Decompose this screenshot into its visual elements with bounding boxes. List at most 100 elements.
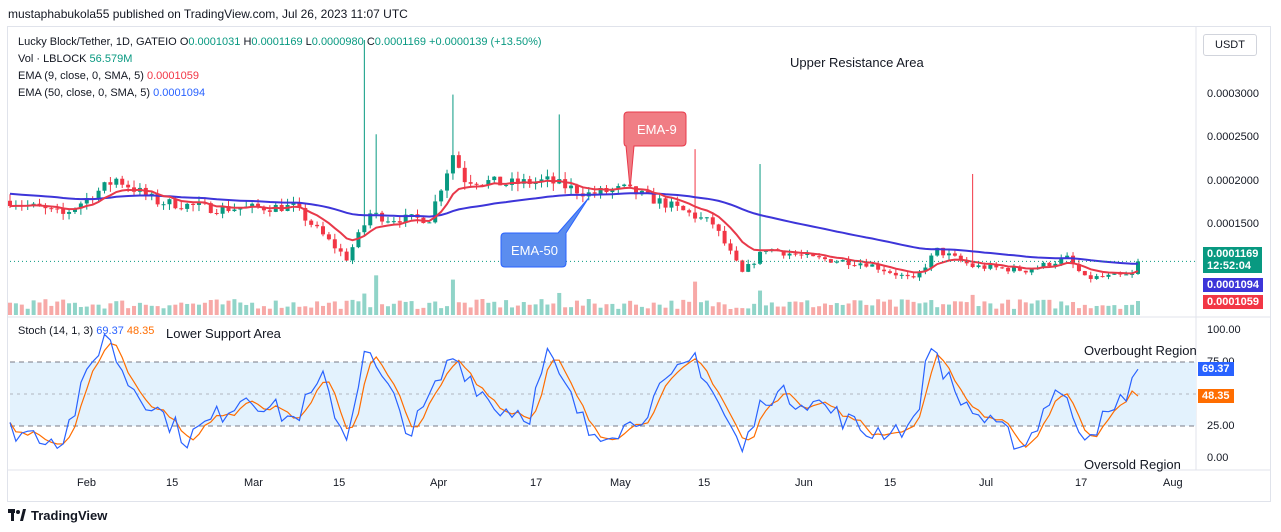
candle-body (338, 248, 343, 252)
volume-bar (137, 302, 142, 315)
time-tick: 15 (333, 477, 346, 489)
volume-bar (445, 306, 450, 315)
candle-body (864, 263, 869, 267)
volume-bar (49, 305, 54, 315)
candle-body (645, 190, 650, 193)
volume-bar (728, 308, 733, 315)
volume-bar (657, 304, 662, 315)
candle-body (964, 260, 969, 264)
legend-open: 0.0001031 (188, 36, 241, 48)
volume-bar (687, 301, 692, 315)
candle-body (368, 213, 373, 226)
candle-body (592, 192, 597, 194)
legend-stoch-k: 69.37 (96, 325, 124, 337)
last-price-badge: 0.0001169 12:52:04 (1203, 247, 1263, 273)
candle-body (232, 209, 237, 212)
volume-bar (468, 307, 473, 315)
candle-body (8, 200, 12, 207)
volume-bar (315, 301, 320, 315)
candle-body (1088, 275, 1093, 279)
candle-body (840, 260, 845, 262)
candle-body (793, 253, 798, 255)
legend-close: 0.0001169 (374, 36, 426, 48)
volume-bar (303, 306, 308, 315)
volume-bar (1094, 305, 1099, 315)
volume-bar (13, 303, 18, 315)
footer-brand: TradingView (31, 508, 108, 523)
ema50-line (9, 192, 1139, 265)
currency-button[interactable]: USDT (1203, 34, 1257, 56)
candle-body (822, 257, 827, 260)
volume-bar (722, 304, 727, 315)
volume-bar (344, 300, 349, 315)
volume-bar (1006, 299, 1011, 315)
time-tick: Apr (430, 477, 448, 489)
time-tick: 17 (530, 477, 543, 489)
volume-bar (769, 302, 774, 315)
volume-bar (126, 308, 131, 315)
volume-bar (191, 303, 196, 315)
stoch-d-line (9, 342, 1139, 449)
candle-body (1082, 271, 1087, 276)
volume-bar (480, 299, 485, 315)
volume-bar (604, 304, 609, 315)
candle-body (220, 206, 225, 214)
volume-bar (1112, 305, 1117, 315)
volume-bar (279, 307, 284, 315)
legend-ema9: EMA (9, close, 0, SMA, 5) 0.0001059 (18, 70, 199, 82)
volume-bar (403, 301, 408, 315)
volume-bar (598, 307, 603, 315)
candle-body (740, 260, 745, 272)
volume-bar (90, 304, 95, 315)
volume-bar (994, 308, 999, 315)
candle-body (167, 199, 172, 205)
legend-stoch: Stoch (14, 1, 3) 69.37 48.35 (18, 325, 154, 337)
candle-body (669, 201, 674, 208)
candle-body (498, 176, 503, 186)
volume-bar (734, 307, 739, 315)
volume-bar (917, 303, 922, 315)
candle-body (882, 269, 887, 272)
volume-bar (905, 299, 910, 315)
volume-bar (72, 302, 77, 315)
candle-body (828, 259, 833, 263)
candle-body (563, 179, 568, 189)
volume-bar (1029, 303, 1034, 315)
price-tick: 0.0001500 (1207, 218, 1259, 230)
tradingview-logo[interactable]: TradingView (8, 508, 107, 523)
volume-bar (391, 303, 396, 315)
volume-bar (291, 302, 296, 315)
volume-bar (1118, 308, 1123, 315)
candle-body (917, 271, 922, 278)
volume-bar (533, 304, 538, 315)
candle-body (752, 263, 757, 265)
candle-body (746, 264, 751, 272)
volume-bar (433, 301, 438, 315)
candle-body (43, 206, 48, 209)
volume-bar (828, 304, 833, 315)
candle-body (722, 230, 727, 244)
candle-body (858, 263, 863, 266)
candle-body (486, 180, 491, 185)
candle-body (439, 190, 444, 202)
volume-bar (864, 304, 869, 315)
candle-body (309, 220, 314, 225)
candle-body (161, 204, 166, 206)
volume-bar (639, 306, 644, 315)
volume-bar (929, 300, 934, 315)
candle-body (509, 178, 514, 185)
volume-bar (409, 301, 414, 315)
volume-bar (238, 302, 243, 315)
candle-body (504, 184, 509, 186)
volume-bar (811, 307, 816, 315)
volume-bar (108, 303, 113, 315)
candle-body (817, 256, 822, 258)
candle-body (49, 208, 54, 210)
candle-body (935, 247, 940, 256)
volume-bar (698, 302, 703, 315)
candle-body (1112, 273, 1117, 275)
candle-body (598, 188, 603, 194)
volume-bar (964, 302, 969, 315)
candle-body (214, 212, 219, 214)
